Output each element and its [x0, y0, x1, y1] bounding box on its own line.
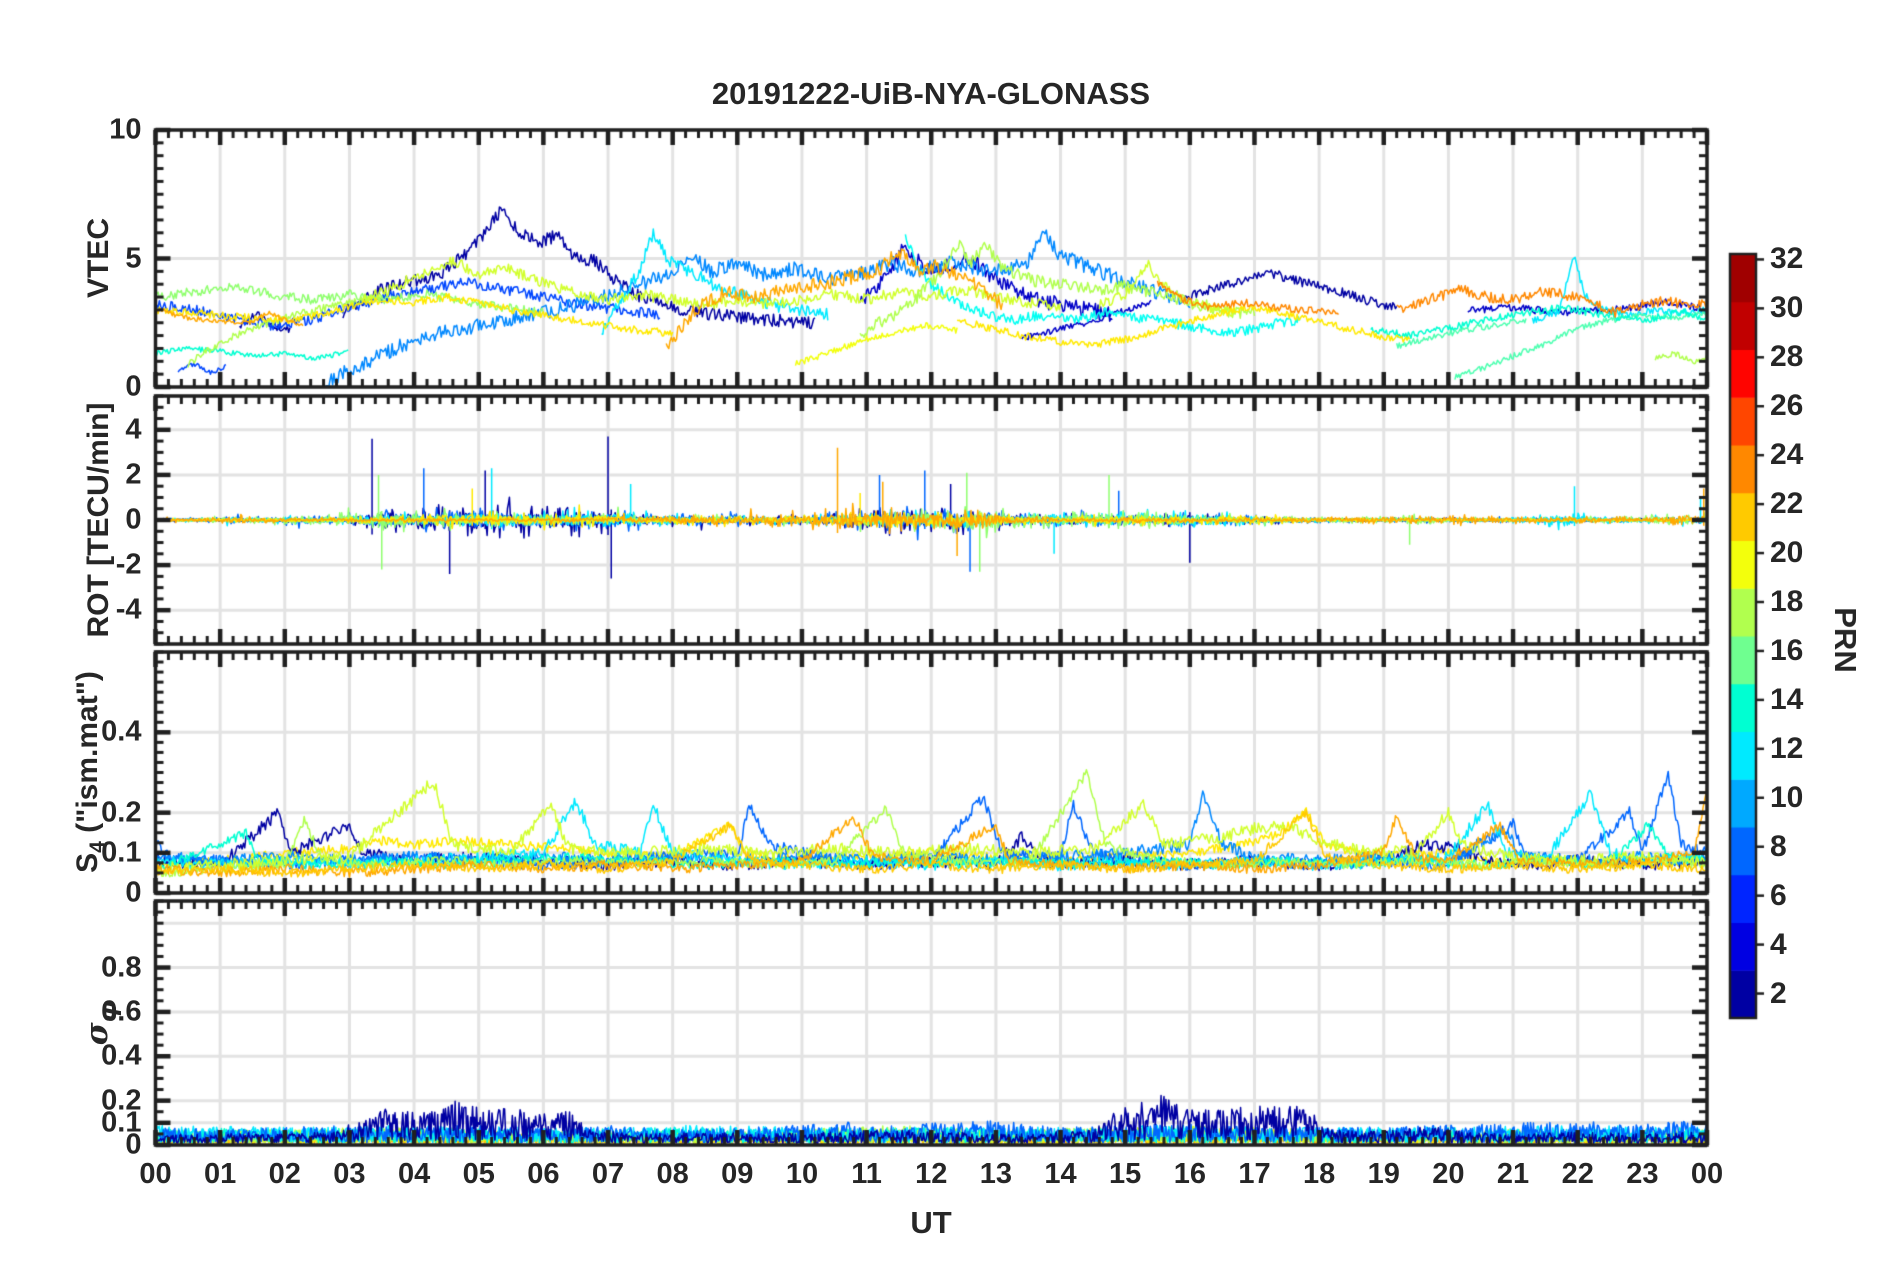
x-tick-label: 12: [915, 1158, 948, 1190]
y-tick-label: 0.2: [101, 796, 142, 829]
colorbar-tick-label: 10: [1770, 780, 1804, 814]
y-tick-label: 5: [125, 242, 142, 274]
x-tick-label: 04: [397, 1158, 431, 1190]
y-tick-label: -4: [115, 593, 142, 626]
y-tick-label: 10: [109, 113, 142, 146]
y-tick-label: 0.1: [101, 1106, 142, 1139]
x-tick-label: 21: [1496, 1158, 1530, 1190]
y-tick-label: 0: [125, 503, 142, 536]
x-tick-label: 05: [462, 1158, 495, 1190]
x-tick-label: 07: [591, 1158, 625, 1190]
colorbar-tick-label: 20: [1770, 536, 1804, 570]
colorbar-tick-label: 6: [1770, 878, 1787, 912]
s4-axis-label: S4 ("ism.mat"): [71, 671, 109, 873]
y-tick-label: 0.2: [101, 1084, 142, 1117]
y-tick-label: 0: [125, 1128, 142, 1161]
colorbar-tick-label: 12: [1770, 731, 1804, 765]
x-tick-label: 00: [1690, 1158, 1724, 1190]
x-tick-label: 11: [851, 1158, 882, 1190]
y-tick-label: 0: [125, 370, 142, 403]
y-tick-label: 4: [125, 413, 142, 446]
vtec-axis-label: VTEC: [82, 217, 115, 299]
x-axis-label: UT: [910, 1205, 952, 1240]
y-tick-label: 0: [125, 876, 142, 909]
x-tick-label: 09: [721, 1158, 754, 1190]
colorbar-tick-label: 4: [1770, 927, 1787, 961]
x-tick-label: 23: [1626, 1158, 1659, 1190]
y-tick-label: 0.4: [101, 715, 142, 748]
colorbar-tick-label: 18: [1770, 585, 1804, 618]
x-tick-label: 15: [1109, 1158, 1142, 1190]
y-tick-label: 0.8: [101, 951, 142, 984]
x-tick-label: 02: [268, 1158, 301, 1190]
x-tick-label: 13: [979, 1158, 1013, 1190]
y-tick-label: -2: [115, 548, 142, 581]
colorbar-tick-label: 8: [1770, 829, 1787, 863]
x-tick-label: 16: [1173, 1158, 1206, 1190]
x-tick-label: 18: [1302, 1158, 1336, 1190]
x-tick-label: 06: [527, 1158, 560, 1190]
y-tick-label: 0.4: [101, 1039, 142, 1072]
x-tick-label: 03: [333, 1158, 366, 1190]
colorbar-tick-label: 26: [1770, 389, 1804, 423]
x-tick-label: 19: [1367, 1158, 1400, 1190]
colorbar-tick-label: 32: [1770, 242, 1804, 276]
colorbar-tick-label: 22: [1770, 487, 1804, 521]
x-tick-label: 08: [656, 1158, 689, 1190]
x-tick-label: 20: [1432, 1158, 1465, 1190]
chart-title: 20191222-UiB-NYA-GLONASS: [711, 76, 1151, 111]
x-tick-label: 10: [785, 1158, 819, 1190]
x-tick-label: 14: [1044, 1158, 1077, 1190]
colorbar-tick-label: 30: [1770, 291, 1804, 325]
x-tick-label: 00: [139, 1158, 172, 1190]
colorbar-tick-label: 16: [1770, 633, 1804, 667]
colorbar-label: PRN: [1828, 607, 1863, 673]
x-tick-label: 17: [1238, 1158, 1271, 1190]
colorbar-tick-label: 2: [1770, 976, 1787, 1010]
colorbar-tick-label: 14: [1770, 682, 1804, 716]
y-tick-label: 0.6: [101, 995, 142, 1028]
y-tick-label: 0.1: [101, 836, 142, 869]
y-tick-label: 2: [125, 458, 142, 491]
x-tick-label: 22: [1561, 1158, 1594, 1190]
colorbar-tick-label: 24: [1770, 438, 1804, 472]
colorbar-tick-label: 28: [1770, 340, 1804, 374]
x-tick-label: 01: [204, 1158, 237, 1190]
rot-axis-label: ROT [TECU/min]: [82, 402, 115, 638]
